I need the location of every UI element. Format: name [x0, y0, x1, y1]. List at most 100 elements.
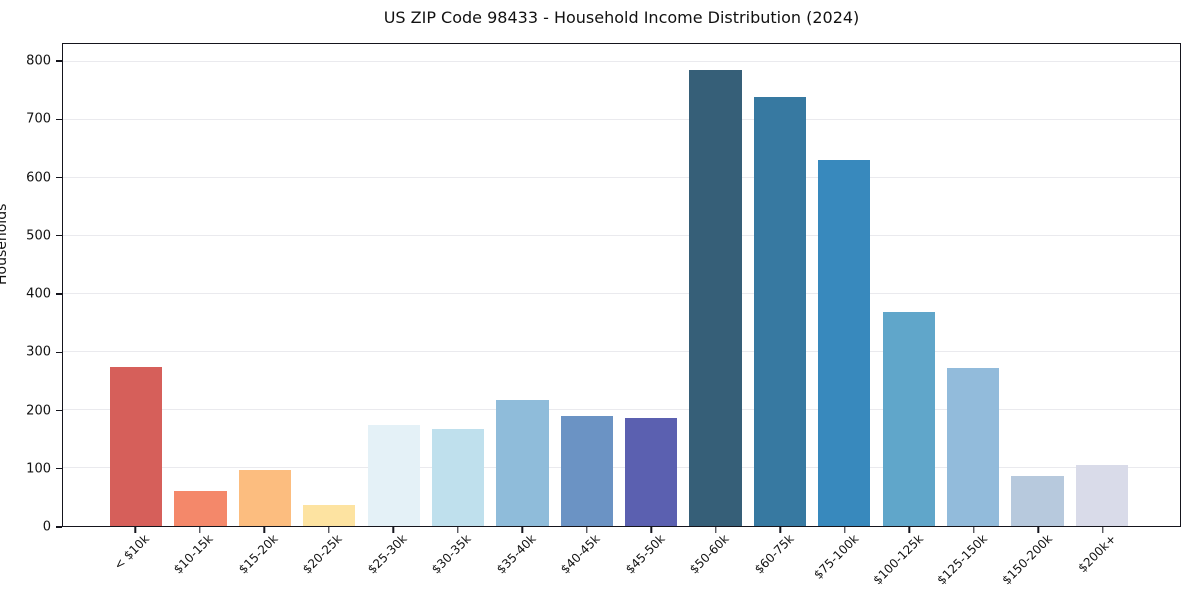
bar-$30-35k — [431, 428, 485, 526]
x-tick-label-$125-150k: $125-150k — [934, 531, 991, 588]
y-tick-mark-400 — [56, 293, 62, 295]
x-tick-mark — [715, 527, 717, 533]
x-tick-label-$20-25k: $20-25k — [300, 531, 346, 577]
y-tick-mark-200 — [56, 409, 62, 412]
x-tick-label-< $10k: < $10k — [110, 531, 152, 573]
y-tick-label-300: 300 — [26, 344, 51, 360]
y-axis: 0 100 200 300 400 500 600 700 800 — [0, 43, 62, 535]
x-tick-label-$60-75k: $60-75k — [751, 531, 797, 577]
bar-slot — [812, 44, 876, 526]
x-slot: $125-150k — [934, 527, 1007, 587]
bar-$45-50k — [625, 418, 678, 526]
x-tick-label-$35-40k: $35-40k — [493, 531, 539, 577]
x-tick-label-$25-30k: $25-30k — [364, 531, 410, 577]
x-tick-mark — [328, 527, 330, 533]
gridline-y-200 — [63, 409, 1180, 410]
x-slot: $75-100k — [810, 527, 878, 587]
x-slot: $45-50k — [619, 527, 684, 587]
x-tick-mark — [1102, 527, 1104, 533]
y-tick-mark-500 — [56, 235, 62, 237]
x-tick-label-$40-45k: $40-45k — [558, 531, 604, 577]
bar-slot — [490, 44, 554, 526]
x-tick-mark — [586, 527, 588, 533]
x-tick-mark — [521, 527, 523, 533]
x-tick-mark — [392, 527, 394, 533]
x-tick-label-$100-125k: $100-125k — [869, 531, 926, 588]
bar-< $10k — [110, 366, 163, 526]
x-tick-mark — [134, 527, 136, 533]
bar-$75-100k — [818, 160, 871, 526]
x-slot: $60-75k — [748, 527, 813, 587]
x-tick-mark — [263, 527, 265, 533]
bar-slot — [168, 44, 232, 526]
bar-$125-150k — [946, 367, 1000, 526]
bar-slot — [362, 44, 426, 526]
y-tick-label-0: 0 — [42, 519, 51, 535]
x-tick-label-$200k+: $200k+ — [1075, 531, 1120, 576]
bar-slot — [941, 44, 1005, 526]
bar-slot — [1005, 44, 1069, 526]
x-slot: $15-20k — [232, 527, 297, 587]
y-tick-label-200: 200 — [26, 403, 51, 418]
x-tick-label-$10-15k: $10-15k — [171, 531, 217, 577]
x-tick-label-$45-50k: $45-50k — [622, 531, 668, 577]
y-tick-label-800: 800 — [26, 53, 51, 69]
x-slot: $20-25k — [297, 527, 362, 587]
x-tick-mark — [199, 527, 201, 533]
x-tick-label-$75-100k: $75-100k — [810, 531, 862, 582]
bar-slot — [104, 44, 168, 526]
x-tick-mark — [457, 527, 459, 533]
y-tick-mark-100 — [56, 468, 62, 470]
x-slot: $200k+ — [1071, 527, 1136, 587]
x-tick-label-$150-200k: $150-200k — [998, 531, 1055, 588]
gridline-y-300 — [63, 351, 1180, 352]
x-tick-label-$15-20k: $15-20k — [235, 531, 281, 577]
bar-$10-15k — [174, 491, 227, 526]
x-tick-mark — [908, 527, 910, 533]
bar-$50-60k — [689, 69, 742, 526]
bar-$150-200k — [1011, 476, 1064, 526]
gridline-y-600 — [63, 177, 1180, 178]
x-slot: $100-125k — [870, 527, 942, 587]
bar-$60-75k — [753, 96, 806, 526]
x-tick-label-$50-60k: $50-60k — [687, 531, 733, 577]
bar-$25-30k — [367, 425, 420, 526]
bar-$40-45k — [560, 416, 613, 526]
y-tick-label-100: 100 — [26, 461, 51, 477]
gridline-y-500 — [63, 235, 1180, 236]
bar-slot — [297, 44, 361, 526]
x-slot: $50-60k — [684, 527, 749, 587]
bar-slot — [233, 44, 297, 526]
y-tick-label-600: 600 — [26, 170, 51, 186]
bar-slot — [748, 44, 812, 526]
bar-slot — [1070, 44, 1134, 526]
x-slot: $150-200k — [999, 527, 1071, 587]
chart-title: US ZIP Code 98433 - Household Income Dis… — [383, 8, 860, 27]
x-slot: $30-35k — [426, 527, 491, 587]
gridline-y-400 — [63, 293, 1180, 294]
y-tick-mark-800 — [56, 60, 62, 62]
y-tick-mark-0 — [56, 526, 62, 528]
y-tick-label-700: 700 — [26, 111, 51, 127]
y-tick-mark-700 — [56, 118, 62, 120]
x-tick-label-$30-35k: $30-35k — [429, 531, 475, 577]
y-tick-label-400: 400 — [26, 286, 51, 302]
x-tick-mark — [779, 527, 781, 533]
x-tick-mark — [1037, 527, 1039, 533]
bar-slot — [426, 44, 490, 526]
x-tick-mark — [844, 527, 846, 533]
x-slot: < $10k — [103, 527, 168, 587]
bar-slot — [555, 44, 619, 526]
x-slot: $10-15k — [168, 527, 233, 587]
bar-$15-20k — [238, 470, 291, 526]
gridline-y-800 — [63, 60, 1180, 62]
bar-$100-125k — [882, 311, 935, 526]
plot-area — [62, 43, 1181, 527]
y-tick-mark-600 — [56, 176, 62, 179]
bar-$20-25k — [303, 505, 356, 526]
x-tick-mark — [650, 527, 652, 533]
y-tick-label-500: 500 — [26, 228, 51, 244]
gridline-y-100 — [63, 467, 1180, 468]
x-slot: $25-30k — [361, 527, 426, 587]
